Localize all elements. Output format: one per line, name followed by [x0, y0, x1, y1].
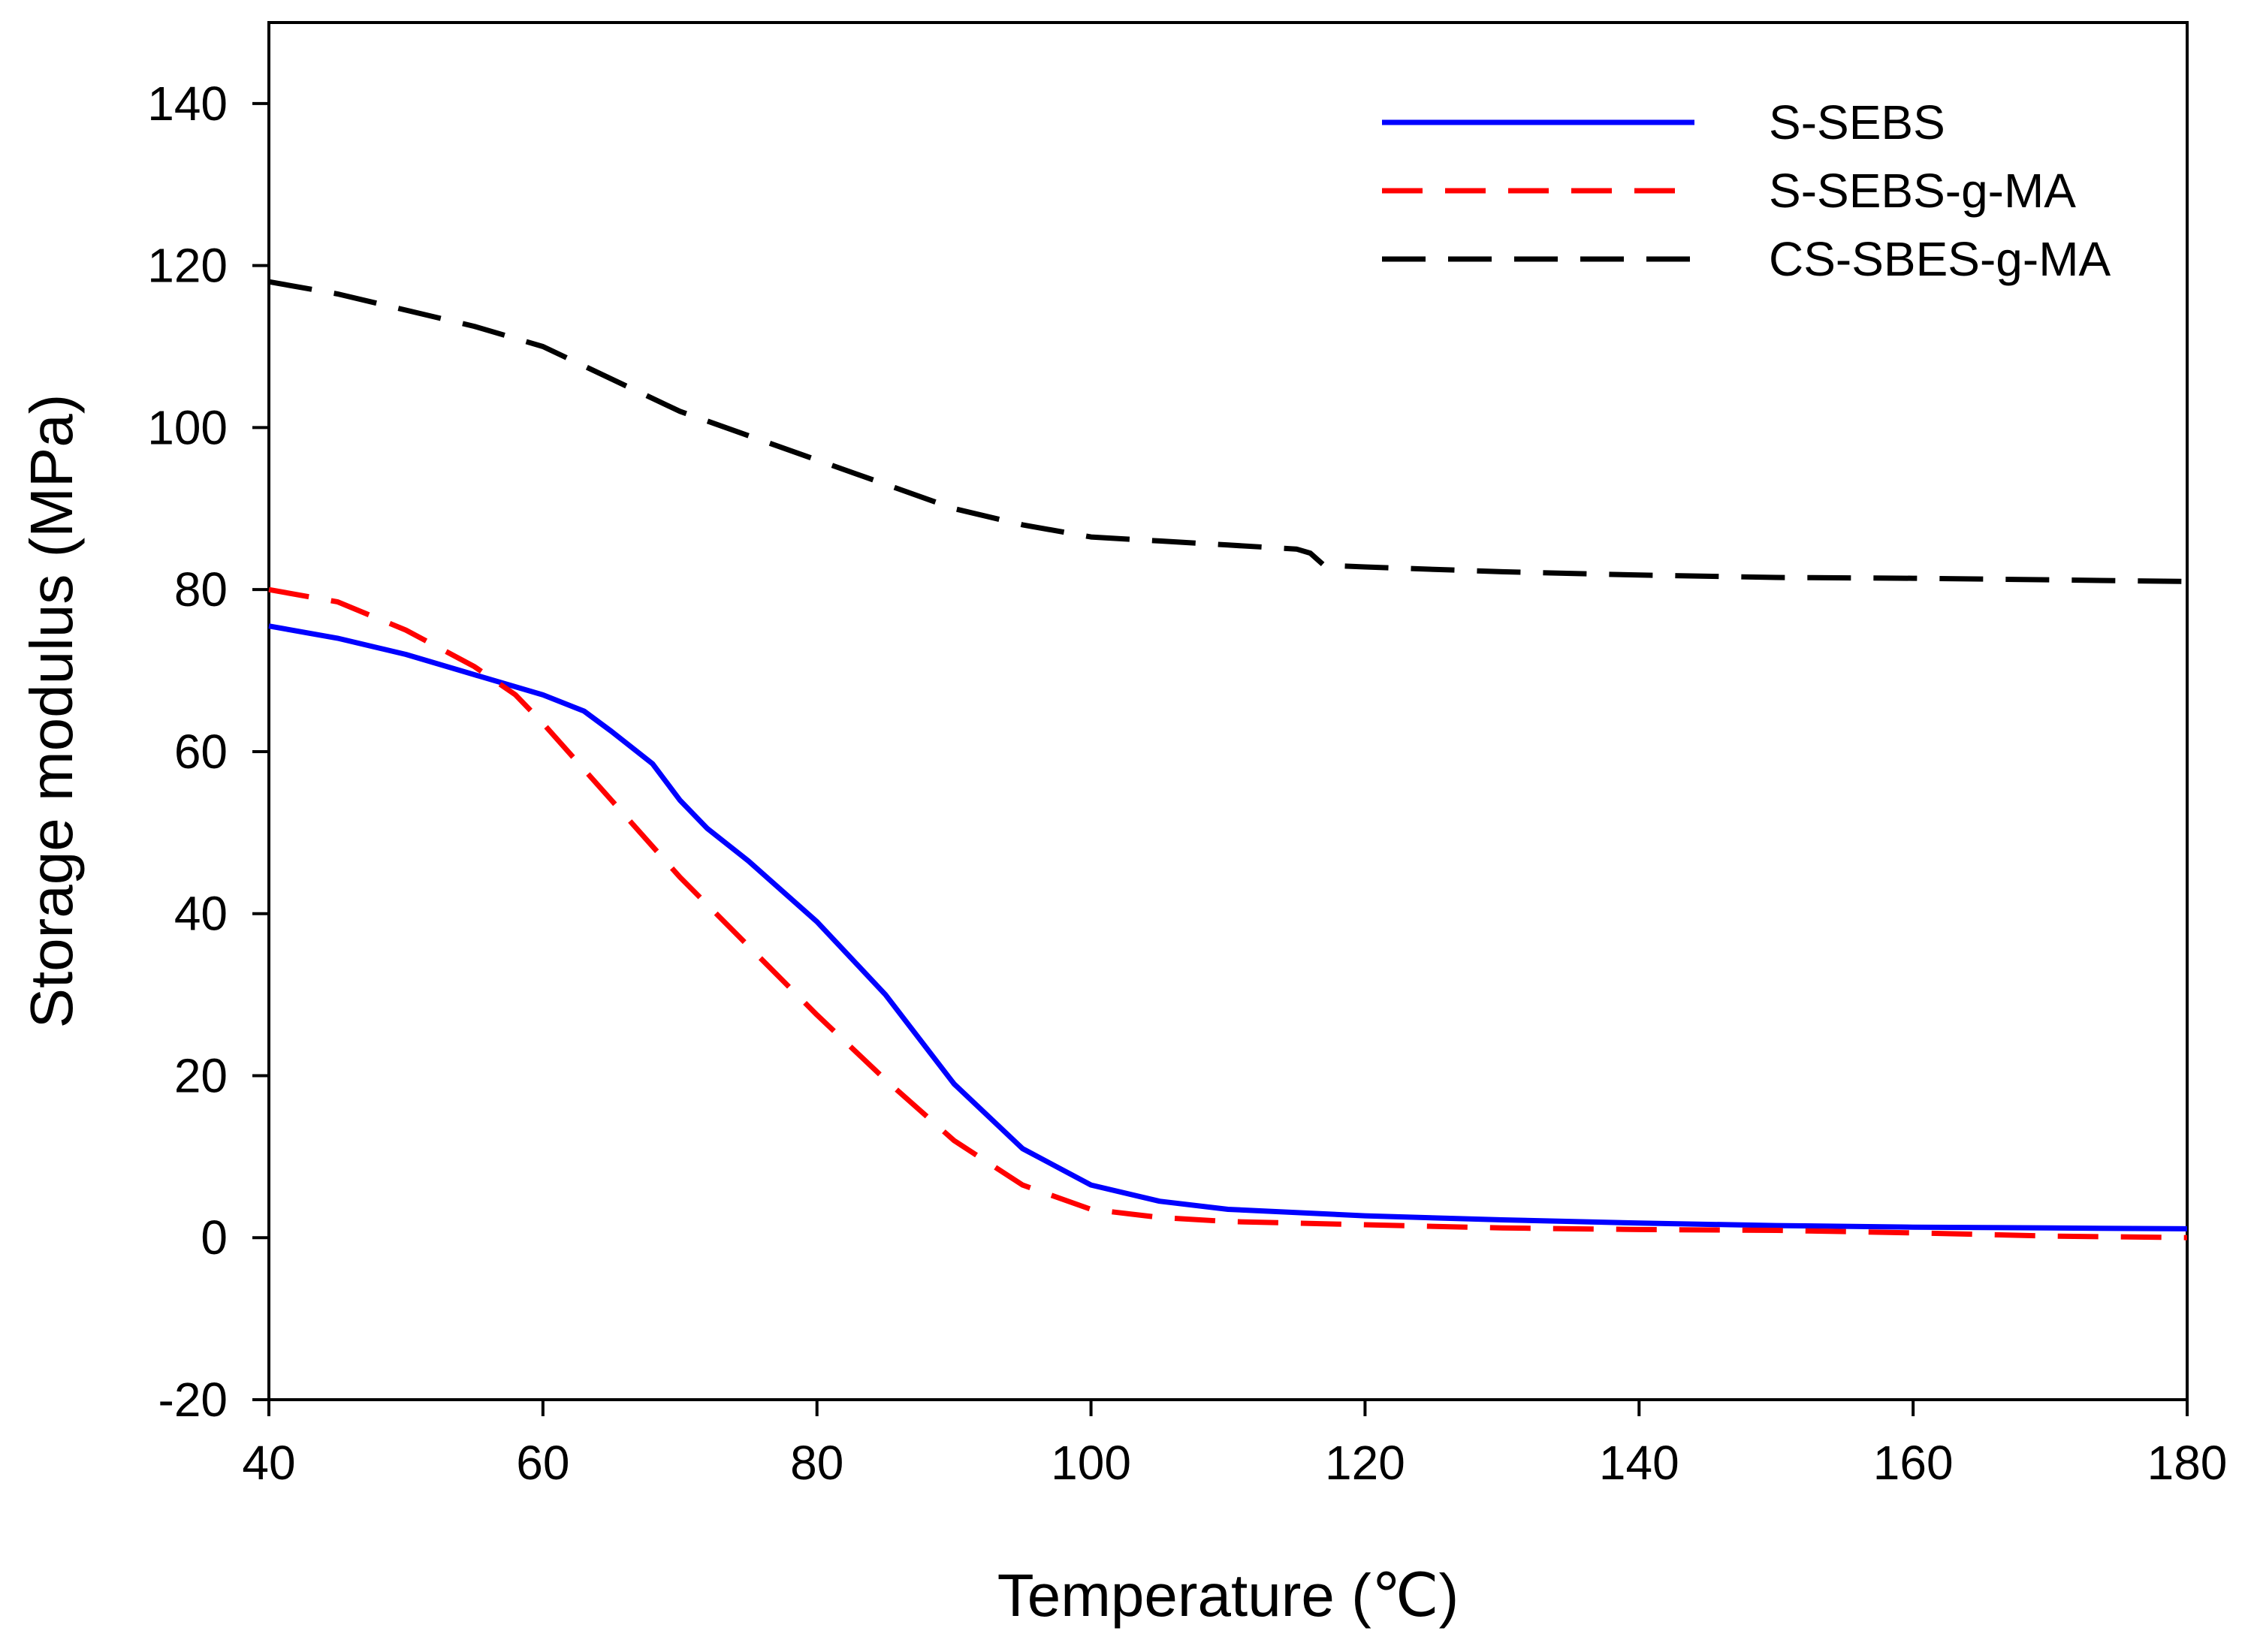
y-tick-label: -20 [158, 1373, 228, 1427]
x-tick-label: 100 [1051, 1436, 1131, 1490]
y-tick-label: 0 [201, 1210, 228, 1265]
series-line-s-sebs-g-ma [268, 586, 2188, 1241]
x-tick-label: 60 [516, 1436, 569, 1490]
x-tick-label: 120 [1325, 1436, 1405, 1490]
y-tick-label: 120 [147, 239, 228, 293]
axis-ticks: 40 60 80 100 120 140 160 180 -20 0 20 40 60 80 100 120 1… [147, 77, 2227, 1490]
y-tick-label: 100 [147, 400, 228, 454]
series-line-cs-sbes-g-ma [268, 279, 2188, 584]
x-tick-label: 80 [790, 1436, 843, 1490]
x-axis-title: Temperature (℃) [997, 1562, 1459, 1629]
y-tick-label: 20 [174, 1048, 228, 1102]
legend: S-SEBS S-SEBS-g-MA CS-SBES-g-MA [1382, 95, 2111, 286]
series-line-s-sebs [268, 623, 2188, 1231]
series-layer [268, 279, 2188, 1241]
y-tick-label: 80 [174, 562, 228, 616]
legend-label-s-sebs: S-SEBS [1769, 95, 1945, 149]
x-tick-label: 160 [1873, 1436, 1954, 1490]
legend-label-s-sebs-g-ma: S-SEBS-g-MA [1769, 164, 2076, 218]
y-axis-title: Storage modulus (MPa) [18, 394, 85, 1029]
plot-frame [267, 21, 2189, 1401]
legend-label-cs-sbes-g-ma: CS-SBES-g-MA [1769, 232, 2111, 286]
x-tick-label: 140 [1599, 1436, 1679, 1490]
y-tick-label: 40 [174, 887, 228, 941]
x-tick-label: 40 [242, 1436, 295, 1490]
y-tick-label: 140 [147, 77, 228, 131]
x-tick-label: 180 [2147, 1436, 2228, 1490]
y-tick-label: 60 [174, 725, 228, 779]
